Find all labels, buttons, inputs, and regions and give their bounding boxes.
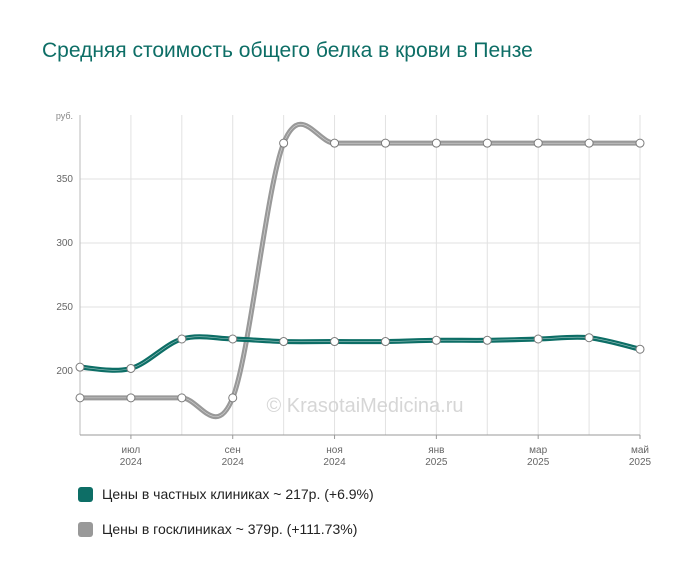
x-tick-label-month: июл xyxy=(122,445,141,456)
y-tick-label: 300 xyxy=(56,238,73,249)
data-point-s1-8 xyxy=(482,138,492,148)
data-point-s1-5 xyxy=(330,138,340,148)
x-tick-label-month: май xyxy=(631,445,649,456)
data-point-s1-10 xyxy=(584,138,594,148)
legend-label-public: Цены в госклиниках ~ 379р. (+111.73%) xyxy=(102,521,358,537)
y-tick-label: 250 xyxy=(56,302,73,313)
legend-item-public[interactable]: Цены в госклиниках ~ 379р. (+111.73%) xyxy=(78,519,638,539)
data-point-s0-9 xyxy=(533,334,543,344)
data-point-s1-2 xyxy=(177,393,187,403)
series-lines xyxy=(80,121,640,420)
legend-swatch-public xyxy=(78,521,93,537)
legend-item-private[interactable]: Цены в частных клиниках ~ 217р. (+6.9%) xyxy=(78,484,638,504)
data-point-s0-11 xyxy=(635,344,645,354)
data-point-s0-6 xyxy=(380,337,390,347)
axes: 200250300350июл2024сен2024ноя2024янв2025… xyxy=(56,115,652,468)
data-point-s0-0 xyxy=(75,362,85,372)
data-point-s1-11 xyxy=(635,138,645,148)
series-line-highlight-1 xyxy=(80,124,640,417)
data-point-s0-2 xyxy=(177,334,187,344)
series-line-group-1 xyxy=(80,121,640,420)
y-tick-label: 200 xyxy=(56,366,73,377)
x-tick-label-year: 2025 xyxy=(527,457,550,468)
x-tick-label-year: 2024 xyxy=(323,457,346,468)
x-tick-label-year: 2025 xyxy=(629,457,652,468)
x-tick-label-year: 2025 xyxy=(425,457,448,468)
data-point-s1-6 xyxy=(380,138,390,148)
grid-lines xyxy=(79,115,641,435)
series-line-group-0 xyxy=(80,334,640,373)
watermark: © KrasotaiMedicina.ru xyxy=(266,395,463,417)
data-point-s1-3 xyxy=(228,393,238,403)
x-tick-label-month: сен xyxy=(225,445,241,456)
data-point-s0-8 xyxy=(482,335,492,345)
series-line-highlight-0 xyxy=(80,336,640,371)
legend-swatch-private xyxy=(78,486,93,502)
data-point-s1-4 xyxy=(279,138,289,148)
data-point-s1-9 xyxy=(533,138,543,148)
x-tick-label-year: 2024 xyxy=(120,457,143,468)
data-point-s1-1 xyxy=(126,393,136,403)
data-point-s0-7 xyxy=(431,335,441,345)
line-chart: 200250300350июл2024сен2024ноя2024янв2025… xyxy=(56,111,652,468)
data-point-s0-4 xyxy=(279,337,289,347)
data-point-s0-3 xyxy=(228,334,238,344)
data-point-s0-5 xyxy=(330,337,340,347)
chart-title: Средняя стоимость общего белка в крови в… xyxy=(42,39,533,62)
data-point-s0-1 xyxy=(126,363,136,373)
x-tick-label-month: янв xyxy=(428,445,444,456)
x-tick-label-month: ноя xyxy=(326,445,343,456)
x-tick-label-month: мар xyxy=(529,445,547,456)
y-tick-label: 350 xyxy=(56,174,73,185)
data-point-s1-0 xyxy=(75,393,85,403)
x-tick-label-year: 2024 xyxy=(222,457,245,468)
data-point-s0-10 xyxy=(584,333,594,343)
legend-label-private: Цены в частных клиниках ~ 217р. (+6.9%) xyxy=(102,486,374,502)
series-line-1 xyxy=(80,121,640,420)
data-point-s1-7 xyxy=(431,138,441,148)
series-points xyxy=(75,138,645,403)
y-axis-unit-label: руб. xyxy=(56,111,73,121)
